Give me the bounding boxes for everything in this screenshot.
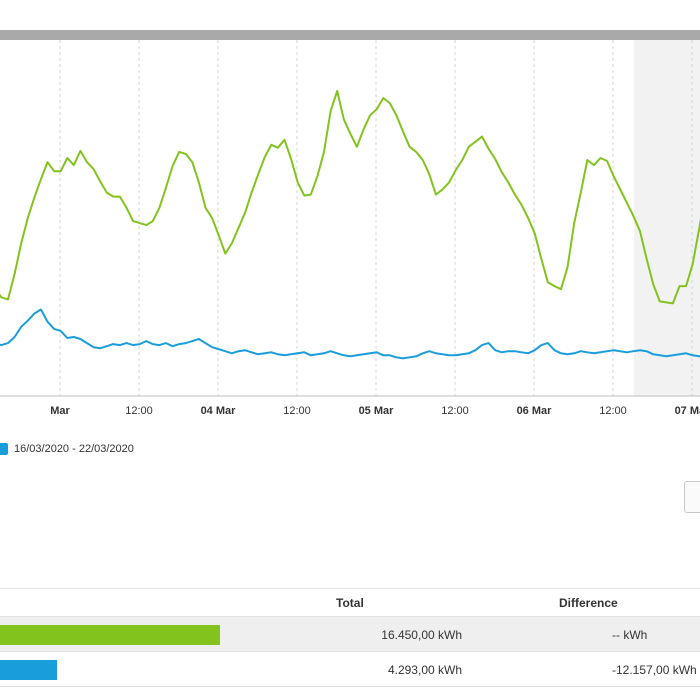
legend-swatch-previous[interactable] (0, 443, 8, 455)
total-bar-previous (0, 660, 57, 680)
x-tick-label: 07 Mar (675, 405, 700, 417)
x-tick-label: Mar (50, 405, 70, 417)
top-scroll-bar[interactable] (0, 30, 700, 40)
series-layer (0, 89, 700, 360)
x-tick-label: 05 Mar (359, 405, 395, 417)
difference-value-current: -- kWh (612, 628, 648, 642)
x-tick-label: 12:00 (125, 405, 153, 417)
total-value-current: 16.450,00 kWh (381, 628, 462, 642)
summary-table: Total Difference 16.450,00 kWh -- kWh 4.… (0, 588, 700, 687)
weekend-shading (634, 40, 700, 396)
total-header: Total (336, 596, 364, 610)
legend-label-previous[interactable]: 16/03/2020 - 22/03/2020 (14, 443, 134, 455)
x-tick-label: 12:00 (283, 405, 311, 417)
total-bar-current (0, 625, 220, 645)
x-tick-labels: Mar 12:00 04 Mar 12:00 05 Mar 12:00 06 Mar 12:0… (50, 405, 700, 417)
difference-value-previous: -12.157,00 kWh (612, 663, 697, 677)
summary-row-previous: 4.293,00 kWh -12.157,00 kWh (0, 652, 700, 687)
difference-header: Difference (559, 596, 618, 610)
x-tick-label: 04 Mar (201, 405, 237, 417)
series-line-previous[interactable] (0, 308, 700, 360)
grid-lines (59, 40, 693, 396)
shaded-weekend-region (634, 40, 700, 396)
x-tick-label: 12:00 (441, 405, 469, 417)
total-value-previous: 4.293,00 kWh (387, 663, 462, 677)
line-chart: Mar 12:00 04 Mar 12:00 05 Mar 12:00 06 Mar 12:0… (0, 40, 700, 417)
summary-row-current: 16.450,00 kWh -- kWh (0, 617, 700, 652)
x-tick-label: 12:00 (599, 405, 627, 417)
side-panel-toggle-button[interactable] (684, 481, 700, 513)
summary-header: Total Difference (0, 588, 700, 617)
legend: 16/03/2020 - 22/03/2020 (0, 440, 134, 458)
series-line-current[interactable] (0, 89, 700, 305)
x-tick-label: 06 Mar (517, 405, 553, 417)
